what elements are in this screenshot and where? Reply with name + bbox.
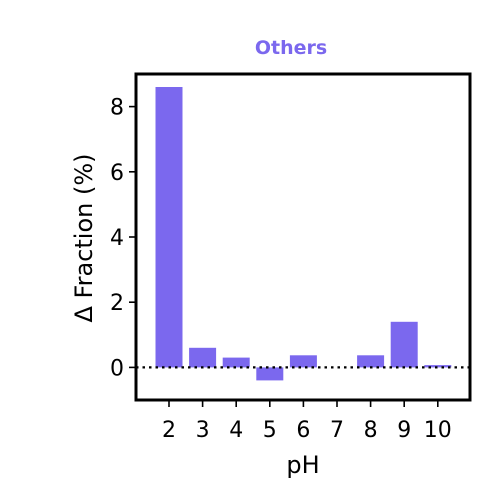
x-tick-label: 5 [263,418,277,443]
x-axis-label: pH [286,451,319,479]
y-tick-label: 8 [110,96,124,121]
plot-frame [134,72,472,402]
x-tick-label: 8 [364,418,378,443]
x-tick-label: 3 [196,418,210,443]
y-axis-label: Δ Fraction (%) [70,153,98,322]
bar-ph-5 [256,367,284,381]
y-tick-label: 4 [110,226,124,251]
chart-title: Others [255,37,327,59]
bars-group [155,87,452,381]
bar-ph-6 [289,355,317,368]
y-tick-label: 2 [110,291,124,316]
x-tick-label: 6 [296,418,310,443]
x-tick-label: 4 [229,418,243,443]
y-tick-label: 6 [110,161,124,186]
bar-ph-3 [189,347,217,368]
x-tick-label: 9 [397,418,411,443]
x-tick-label: 10 [424,418,452,443]
x-tick-label: 2 [162,418,176,443]
bar-ph-2 [155,87,183,368]
y-axis-ticks: 0 2 4 6 8 [110,96,136,381]
bar-ph-8 [357,355,385,368]
bar-ph-10 [424,365,452,368]
bar-ph-4 [222,357,250,368]
x-axis-ticks: 2 3 4 5 6 7 8 9 10 [162,400,452,443]
bar-ph-9 [390,321,418,368]
x-tick-label: 7 [330,418,344,443]
y-tick-label: 0 [110,356,124,381]
